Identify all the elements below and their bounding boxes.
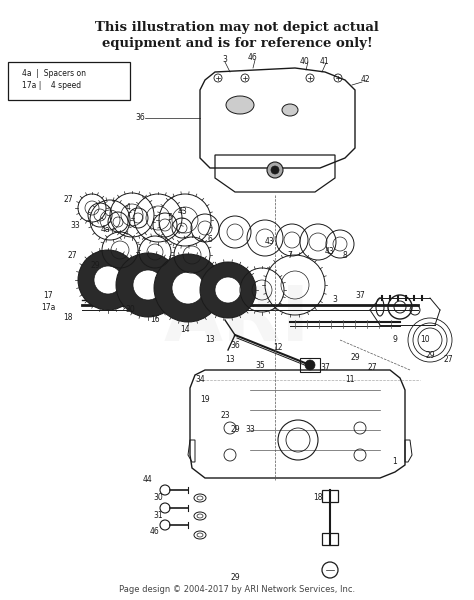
- Text: 13: 13: [205, 335, 215, 344]
- Ellipse shape: [226, 96, 254, 114]
- Text: 3: 3: [223, 55, 228, 64]
- Text: 34: 34: [195, 376, 205, 385]
- Text: 23: 23: [220, 410, 230, 419]
- Text: 4a  |  Spacers on: 4a | Spacers on: [22, 70, 86, 79]
- Text: 27: 27: [367, 364, 377, 373]
- Circle shape: [154, 254, 222, 322]
- Text: 18: 18: [313, 493, 323, 503]
- Text: 29: 29: [350, 353, 360, 362]
- Circle shape: [94, 266, 122, 294]
- Text: 16: 16: [150, 316, 160, 325]
- Text: 4a: 4a: [100, 226, 110, 235]
- Circle shape: [305, 360, 315, 370]
- Text: 12: 12: [273, 343, 283, 352]
- Text: 43: 43: [178, 208, 188, 217]
- Text: 3: 3: [333, 295, 337, 304]
- Text: 17: 17: [43, 290, 53, 299]
- Text: 46: 46: [248, 53, 258, 62]
- Text: 33: 33: [70, 220, 80, 229]
- Circle shape: [172, 272, 204, 304]
- Text: 17a: 17a: [41, 304, 55, 313]
- Text: 29: 29: [230, 425, 240, 434]
- Text: 31: 31: [153, 511, 163, 520]
- Bar: [322, 490, 338, 502]
- Text: 9: 9: [392, 335, 397, 344]
- Ellipse shape: [282, 104, 298, 116]
- Text: 1: 1: [392, 457, 397, 467]
- Text: 27: 27: [443, 355, 453, 364]
- Text: 40: 40: [300, 56, 310, 65]
- Text: 37: 37: [355, 290, 365, 299]
- Text: 41: 41: [319, 56, 329, 65]
- Text: 4: 4: [126, 203, 130, 212]
- Circle shape: [200, 262, 256, 318]
- Bar: [8, 62, 130, 100]
- Text: 6: 6: [208, 235, 212, 245]
- Text: 30: 30: [125, 305, 135, 314]
- Text: 36: 36: [230, 340, 240, 349]
- Text: 44: 44: [143, 475, 153, 485]
- Circle shape: [267, 162, 283, 178]
- Text: 37: 37: [320, 364, 330, 373]
- Text: 46: 46: [150, 527, 160, 536]
- Text: 7: 7: [288, 251, 292, 259]
- Text: 17a |    4 speed: 17a | 4 speed: [22, 82, 81, 91]
- Text: 14: 14: [180, 325, 190, 335]
- Circle shape: [215, 277, 241, 303]
- Text: 30: 30: [153, 493, 163, 503]
- Text: 5: 5: [168, 214, 173, 223]
- Text: 42: 42: [360, 76, 370, 85]
- Text: 33: 33: [245, 425, 255, 434]
- Text: 29: 29: [230, 574, 240, 583]
- Circle shape: [116, 253, 180, 317]
- Text: This illustration may not depict actual: This illustration may not depict actual: [95, 22, 379, 34]
- Circle shape: [133, 270, 163, 300]
- Text: 43: 43: [265, 238, 275, 247]
- Text: 43: 43: [325, 247, 335, 257]
- Text: 35: 35: [255, 361, 265, 370]
- Bar: [300, 358, 320, 372]
- Text: 18: 18: [63, 313, 73, 323]
- Text: 8: 8: [343, 251, 347, 259]
- Circle shape: [271, 166, 279, 174]
- Text: 36: 36: [135, 113, 145, 122]
- Text: ARI: ARI: [164, 283, 310, 357]
- Text: 19: 19: [200, 395, 210, 404]
- Circle shape: [78, 250, 138, 310]
- Text: 27: 27: [67, 251, 77, 259]
- Text: 11: 11: [345, 376, 355, 385]
- Text: equipment and is for reference only!: equipment and is for reference only!: [101, 37, 373, 50]
- Text: 10: 10: [420, 335, 430, 344]
- Text: 13: 13: [225, 355, 235, 364]
- Text: 27: 27: [63, 196, 73, 205]
- Bar: [322, 533, 338, 545]
- Text: 29: 29: [425, 350, 435, 359]
- Text: 29: 29: [90, 260, 100, 269]
- Text: Page design © 2004-2017 by ARI Network Services, Inc.: Page design © 2004-2017 by ARI Network S…: [119, 586, 355, 595]
